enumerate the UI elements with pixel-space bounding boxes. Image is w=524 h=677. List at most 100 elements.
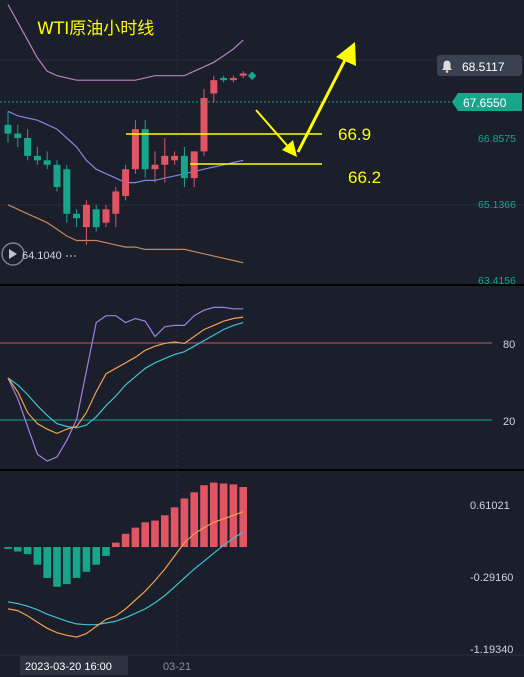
candle-body <box>122 169 130 196</box>
candle-body <box>63 169 71 214</box>
current-price-marker <box>247 71 257 80</box>
kdj-lines <box>7 306 244 462</box>
price-axis-label-2: 65.1366 <box>478 199 516 211</box>
candle-0 <box>4 111 12 143</box>
candle-15 <box>151 151 159 183</box>
crosshair-time-badge <box>20 656 128 675</box>
current-price: 67.6550 <box>463 96 507 110</box>
up-arrow <box>296 42 356 153</box>
candle-19 <box>190 151 198 188</box>
macd-dif-line <box>7 511 244 638</box>
macd-bar-24 <box>239 487 247 548</box>
candle-3 <box>33 146 41 165</box>
trade-annotations: 66.9 66.2 <box>126 42 381 187</box>
time-marker-label: 03-21 <box>163 661 191 673</box>
replay-icon[interactable] <box>1 242 25 266</box>
macd-bar-1 <box>14 547 22 552</box>
macd-bar-22 <box>219 483 228 548</box>
candle-4 <box>43 151 51 170</box>
candle-2 <box>24 129 32 161</box>
candle-23 <box>229 75 237 83</box>
macd-axis-label-2: -0.29160 <box>470 572 513 584</box>
candle-24 <box>239 71 247 78</box>
candle-16 <box>161 138 169 183</box>
macd-bar-13 <box>131 527 140 548</box>
macd-bar-7 <box>72 547 81 578</box>
macd-bar-4 <box>43 547 51 578</box>
candle-body <box>190 151 198 179</box>
candle-body <box>112 191 120 214</box>
candle-13 <box>131 120 139 174</box>
candle-12 <box>122 164 130 201</box>
macd-dea-line <box>7 531 244 626</box>
candle-body <box>171 155 179 161</box>
macd-bar-17 <box>170 507 179 548</box>
macd-bar-15 <box>151 520 159 548</box>
candle-14 <box>141 120 149 179</box>
macd-bar-18 <box>180 498 189 548</box>
candle-10 <box>102 204 110 228</box>
macd-bar-12 <box>121 533 130 548</box>
down-arrow <box>255 109 297 157</box>
kdj-j-line <box>7 306 244 462</box>
boll-upper-line <box>7 4 244 81</box>
candle-body <box>24 138 32 156</box>
candle-1 <box>14 124 22 147</box>
candle-22 <box>220 75 228 83</box>
macd-bar-16 <box>161 515 169 548</box>
candle-6 <box>63 164 71 223</box>
macd-indicator <box>4 482 247 638</box>
level-label-1: 66.9 <box>338 125 371 144</box>
candle-7 <box>73 209 81 228</box>
chart-title: WTI原油小时线 <box>37 19 154 39</box>
low-price-marker: 64.1040 <box>22 250 62 262</box>
current-price-badge <box>452 93 522 111</box>
candle-body <box>229 77 237 81</box>
candle-body <box>43 160 51 165</box>
macd-bar-5 <box>53 547 61 587</box>
candle-body <box>14 133 22 139</box>
candle-body <box>220 77 228 81</box>
candle-21 <box>210 75 218 103</box>
candle-body <box>180 155 188 179</box>
candle-body <box>33 155 41 161</box>
level-label-2: 66.2 <box>348 168 381 187</box>
price-axis-label-3: 63.4156 <box>478 275 516 287</box>
candlesticks <box>4 71 257 245</box>
candle-body <box>4 124 12 134</box>
macd-bar-14 <box>141 522 149 548</box>
candle-body <box>92 209 100 228</box>
candle-body <box>161 155 169 165</box>
candle-body <box>82 204 90 228</box>
macd-bar-9 <box>92 547 100 565</box>
kdj-k-line <box>7 316 244 435</box>
macd-bar-21 <box>210 482 218 548</box>
macd-bar-19 <box>190 492 198 548</box>
macd-bar-6 <box>63 547 71 585</box>
candle-body <box>102 209 110 223</box>
kdj-axis-label-20: 20 <box>503 416 515 428</box>
candle-8 <box>82 200 90 245</box>
candle-18 <box>180 146 188 188</box>
macd-axis-label-1: 0.61021 <box>470 500 510 512</box>
candle-body <box>210 80 218 94</box>
candle-body <box>73 213 81 219</box>
macd-bar-0 <box>4 547 12 549</box>
macd-axis-label-3: -1.19340 <box>470 644 513 656</box>
macd-bar-3 <box>33 547 42 565</box>
candle-body <box>141 129 149 170</box>
kdj-d-line <box>7 322 244 429</box>
candle-body <box>131 129 139 170</box>
macd-bar-10 <box>102 547 110 556</box>
alert-price-badge[interactable] <box>437 55 522 76</box>
macd-bar-11 <box>112 542 120 548</box>
boll-lower-line <box>7 204 244 264</box>
candle-body <box>239 73 247 76</box>
candle-body <box>53 164 61 188</box>
candle-body <box>200 97 208 152</box>
kdj-axis-label-80: 80 <box>503 339 515 351</box>
candle-body <box>151 164 159 170</box>
bell-icon[interactable] <box>442 60 452 73</box>
macd-bar-20 <box>200 485 208 548</box>
